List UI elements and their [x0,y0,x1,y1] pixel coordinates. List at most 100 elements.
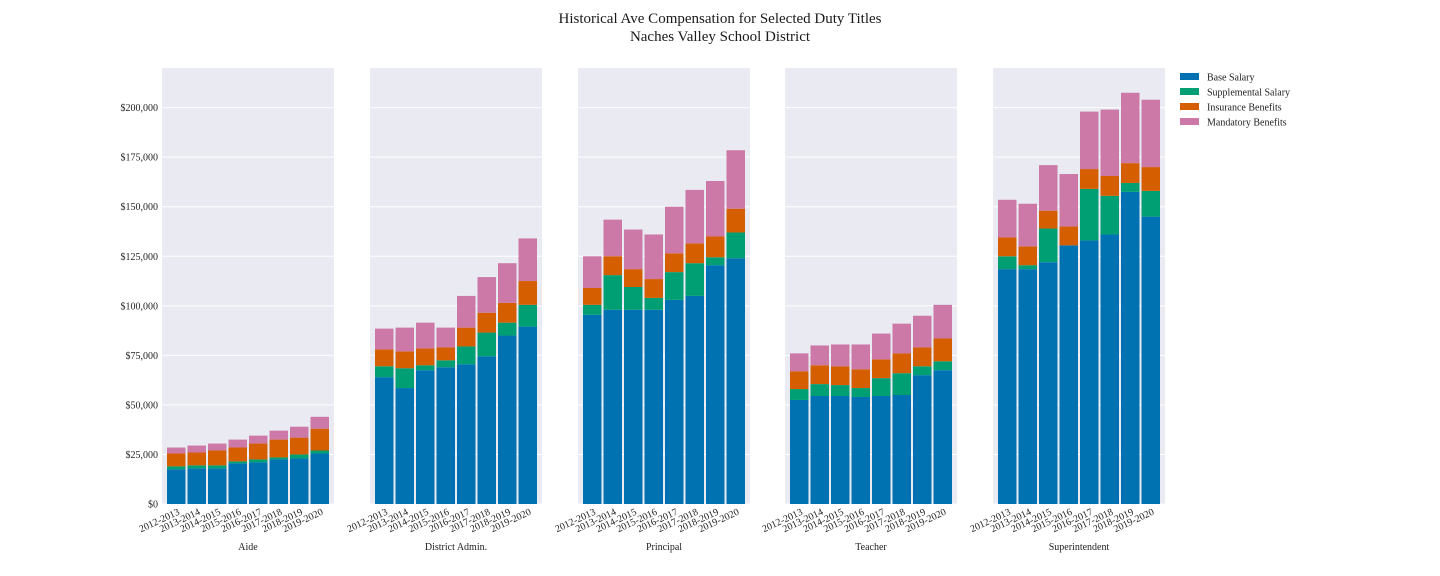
y-tick-label: $0 [148,500,158,511]
bar-mandatory-benefits [457,295,476,328]
bar-insurance-benefits [892,353,911,374]
bar-mandatory-benefits [375,328,394,350]
bar-base-salary [790,399,809,504]
bar-base-salary [706,265,725,504]
x-axis-label: Teacher [855,542,887,553]
bar-insurance-benefits [1141,167,1160,191]
bar-base-salary [998,269,1017,504]
bar-base-salary [187,468,206,504]
bar-supplemental-salary [518,304,537,327]
bar-supplemental-salary [851,388,870,397]
bar-mandatory-benefits [726,150,745,209]
bar-supplemental-salary [1018,265,1037,270]
bar-supplemental-salary [624,286,643,310]
bar-base-salary [933,370,952,504]
bar-base-salary [644,309,663,504]
x-axis-label: District Admin. [425,542,487,553]
bar-insurance-benefits [249,443,268,460]
bar-mandatory-benefits [872,333,891,360]
bar-mandatory-benefits [290,426,309,438]
bar-insurance-benefits [269,439,288,458]
bar-supplemental-salary [167,466,186,470]
panel-district-admin: 2012-20132013-20142014-20152015-20162016… [346,68,542,553]
bar-supplemental-salary [457,346,476,365]
bar-mandatory-benefits [685,189,704,244]
bar-mandatory-benefits [851,344,870,370]
bar-base-salary [872,395,891,504]
bar-base-salary [395,388,414,504]
bar-mandatory-benefits [624,229,643,270]
bar-supplemental-salary [395,368,414,389]
bar-mandatory-benefits [208,443,227,451]
chart-title-block: Historical Ave Compensation for Selected… [0,10,1440,46]
bar-mandatory-benefits [269,430,288,440]
bar-insurance-benefits [310,428,329,451]
bar-mandatory-benefits [436,327,455,348]
bar-base-salary [310,453,329,504]
bar-supplemental-salary [1080,188,1099,241]
bar-supplemental-salary [892,373,911,395]
bar-insurance-benefits [518,281,537,305]
bar-base-salary [810,395,829,504]
bar-insurance-benefits [583,287,602,305]
chart-title: Historical Ave Compensation for Selected… [558,11,882,27]
bar-mandatory-benefits [933,304,952,339]
bar-insurance-benefits [685,243,704,264]
bar-mandatory-benefits [477,277,496,313]
bar-base-salary [892,395,911,504]
bar-supplemental-salary [1039,228,1058,263]
bar-insurance-benefits [1039,210,1058,229]
bar-mandatory-benefits [831,344,850,367]
bar-insurance-benefits [395,351,414,369]
bar-insurance-benefits [851,369,870,389]
bar-supplemental-salary [644,297,663,310]
legend-swatch-supplemental-salary [1180,88,1199,95]
bar-base-salary [603,309,622,504]
bar-base-salary [477,356,496,504]
y-tick-label: $125,000 [121,252,159,263]
bar-base-salary [228,463,247,504]
x-axis-label: Aide [238,542,258,553]
panel-principal: 2012-20132013-20142014-20152015-20162016… [554,68,750,553]
legend-swatch-mandatory-benefits [1180,118,1199,125]
bar-insurance-benefits [187,452,206,466]
bar-base-salary [167,469,186,504]
bar-insurance-benefits [933,338,952,362]
y-tick-label: $25,000 [126,450,159,461]
bar-base-salary [583,314,602,504]
bar-base-salary [1018,269,1037,504]
bar-supplemental-salary [685,263,704,296]
bar-mandatory-benefits [1080,111,1099,170]
chart-subtitle: Naches Valley School District [629,29,811,45]
bar-supplemental-salary [477,332,496,357]
bar-base-salary [665,299,684,504]
bar-mandatory-benefits [249,435,268,444]
bar-mandatory-benefits [665,206,684,254]
bar-mandatory-benefits [644,234,663,280]
bar-supplemental-salary [998,256,1017,270]
bar-base-salary [208,468,227,504]
bar-insurance-benefits [1100,176,1119,196]
bar-base-salary [1059,245,1078,504]
bar-mandatory-benefits [498,263,517,303]
bar-base-salary [831,395,850,504]
bar-base-salary [518,326,537,504]
bar-supplemental-salary [790,389,809,400]
bar-insurance-benefits [706,236,725,258]
x-axis-label: Principal [646,542,682,553]
bar-base-salary [457,364,476,504]
bar-mandatory-benefits [1018,203,1037,247]
bar-mandatory-benefits [1141,99,1160,168]
bar-insurance-benefits [913,347,932,367]
bar-base-salary [416,370,435,504]
legend-label: Mandatory Benefits [1207,118,1287,129]
bar-insurance-benefits [831,366,850,386]
bar-supplemental-salary [726,232,745,259]
bar-insurance-benefits [498,302,517,323]
bar-mandatory-benefits [583,256,602,288]
bar-mandatory-benefits [1059,174,1078,227]
bar-base-salary [436,367,455,504]
bar-supplemental-salary [913,366,932,376]
bar-mandatory-benefits [892,323,911,354]
